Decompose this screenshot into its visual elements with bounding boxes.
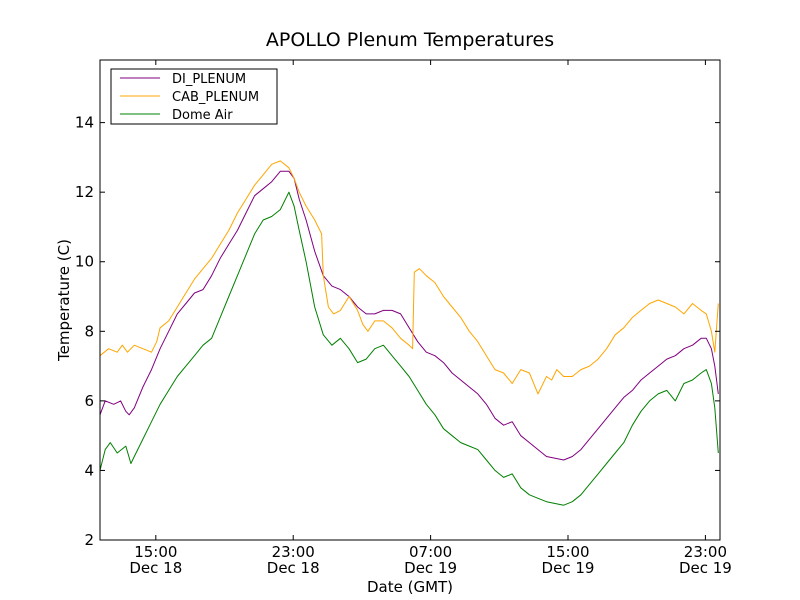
x-tick-date-label: Dec 19 <box>404 559 457 577</box>
legend: DI_PLENUM CAB_PLENUM Dome Air <box>110 68 278 125</box>
series-layer <box>99 160 719 506</box>
y-tick-label: 10 <box>75 253 94 271</box>
y-tick-label: 6 <box>84 392 94 410</box>
x-tick-time-label: 15:00 <box>134 543 177 561</box>
series-line-cab-plenum <box>99 160 719 395</box>
y-tick-label: 12 <box>75 183 94 201</box>
plot-frame <box>99 59 721 541</box>
y-tick-label: 14 <box>75 114 94 132</box>
legend-label-dome-air: Dome Air <box>172 108 233 123</box>
x-axis-label: Date (GMT) <box>367 578 453 596</box>
x-tick-date-label: Dec 18 <box>129 559 182 577</box>
x-tick-date-label: Dec 18 <box>267 559 320 577</box>
x-tick-time-label: 23:00 <box>684 543 727 561</box>
series-line-di-plenum <box>99 170 719 461</box>
y-tick-label: 4 <box>84 461 94 479</box>
y-tick-label: 2 <box>84 531 94 549</box>
x-tick-time-label: 15:00 <box>546 543 589 561</box>
legend-label-cab-plenum: CAB_PLENUM <box>172 90 259 105</box>
x-tick-time-label: 23:00 <box>272 543 315 561</box>
legend-label-di-plenum: DI_PLENUM <box>172 72 246 87</box>
x-tick-date-label: Dec 19 <box>542 559 595 577</box>
x-tick-date-label: Dec 19 <box>679 559 732 577</box>
chart-title: APOLLO Plenum Temperatures <box>266 29 554 51</box>
y-axis: 2 4 6 8 10 12 14 <box>75 114 720 549</box>
x-tick-time-label: 07:00 <box>409 543 452 561</box>
y-axis-label: Temperature (C) <box>55 239 73 362</box>
y-tick-label: 8 <box>84 322 94 340</box>
series-line-dome-air <box>99 191 719 506</box>
